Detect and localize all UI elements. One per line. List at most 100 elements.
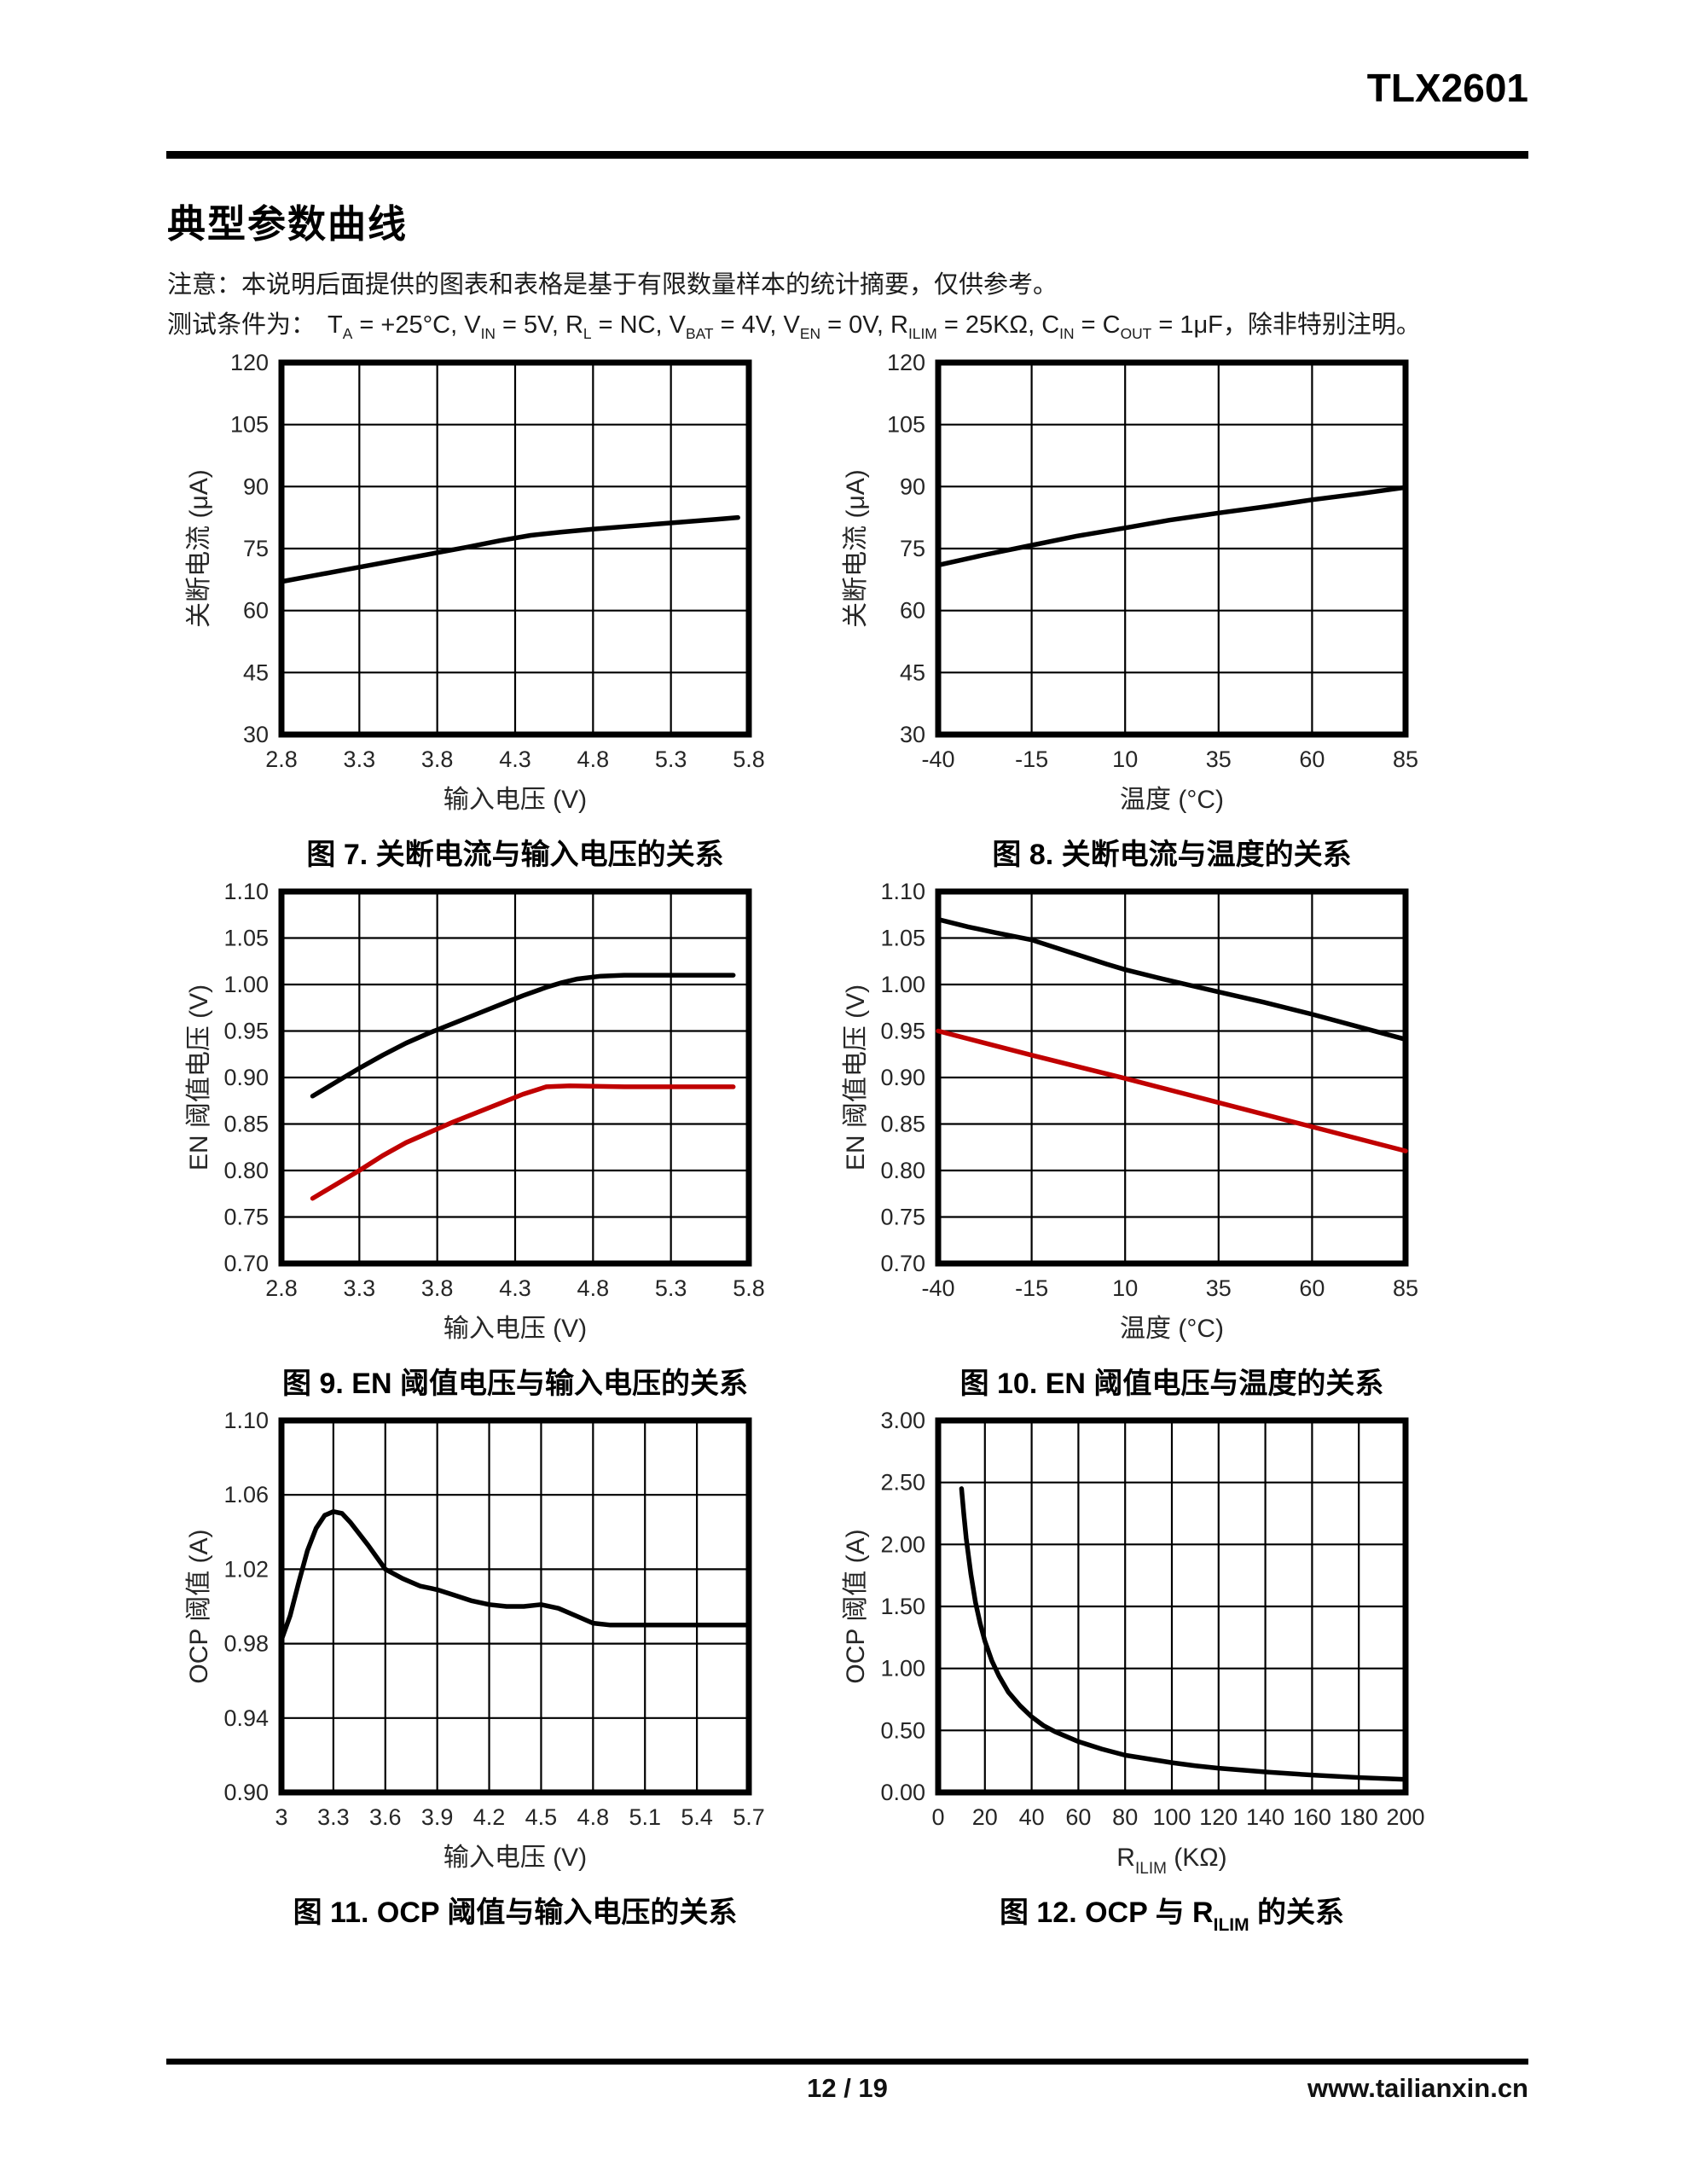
svg-text:0.70: 0.70	[880, 1251, 925, 1276]
svg-text:2.50: 2.50	[880, 1470, 925, 1496]
svg-text:85: 85	[1393, 1275, 1418, 1301]
svg-text:4.5: 4.5	[525, 1804, 558, 1830]
svg-text:3.8: 3.8	[421, 1275, 454, 1301]
x-axis-label: 温度 (°C)	[1120, 1315, 1224, 1343]
chart-caption-fig9: 图 9. EN 阈值电压与输入电压的关系	[282, 1368, 748, 1400]
y-tick-labels: 0.70 0.75 0.80 0.85 0.90 0.95 1.00 1.05 1.10	[223, 883, 269, 1276]
chart-fig10: -40 -15 10 35 60 85 0.70 0.75 0.80 0.85 0.90 0.95 1.…	[842, 883, 1418, 1400]
svg-text:80: 80	[1112, 1804, 1138, 1830]
svg-text:0.98: 0.98	[223, 1631, 269, 1657]
svg-text:60: 60	[1299, 746, 1325, 772]
svg-text:60: 60	[243, 598, 269, 624]
svg-text:105: 105	[230, 412, 269, 438]
svg-text:0.70: 0.70	[223, 1251, 269, 1276]
svg-text:160: 160	[1293, 1804, 1331, 1830]
svg-text:200: 200	[1386, 1804, 1424, 1830]
svg-text:0.80: 0.80	[223, 1158, 269, 1183]
svg-text:5.7: 5.7	[733, 1804, 765, 1830]
gridlines	[281, 363, 749, 735]
series-en-threshold-black	[936, 916, 1408, 1043]
svg-text:35: 35	[1206, 1275, 1232, 1301]
svg-text:0.90: 0.90	[880, 1065, 925, 1090]
conditions-text: = NC, V	[591, 311, 686, 339]
plot-border	[935, 359, 1409, 738]
svg-text:105: 105	[887, 412, 925, 438]
svg-text:45: 45	[243, 659, 269, 685]
conditions-text: = 4V, V	[713, 311, 800, 339]
svg-text:1.00: 1.00	[880, 972, 925, 997]
x-axis-label: 温度 (°C)	[1120, 786, 1224, 814]
svg-text:75: 75	[243, 536, 269, 561]
svg-text:5.3: 5.3	[655, 1275, 687, 1301]
svg-text:4.8: 4.8	[577, 1275, 610, 1301]
y-tick-labels: 0.70 0.75 0.80 0.85 0.90 0.95 1.00 1.05 1.10	[880, 883, 925, 1276]
svg-text:90: 90	[243, 473, 269, 499]
x-tick-labels: 2.8 3.3 3.8 4.3 4.8 5.3 5.8	[265, 1275, 765, 1301]
svg-text:10: 10	[1112, 746, 1138, 772]
conditions-text: = 25KΩ, C	[936, 311, 1060, 339]
plot-border	[935, 1417, 1409, 1796]
series-shutdown-current	[279, 514, 740, 584]
svg-text:-40: -40	[921, 1275, 954, 1301]
plot-border	[278, 888, 752, 1267]
conditions-subscript: OUT	[1120, 324, 1152, 342]
svg-text:90: 90	[900, 473, 925, 499]
conditions-text: = 0V, R	[820, 311, 908, 339]
gridlines	[281, 892, 749, 1263]
conditions-text: = C	[1074, 311, 1121, 339]
svg-text:3.8: 3.8	[421, 746, 454, 772]
svg-text:1.00: 1.00	[223, 972, 269, 997]
svg-text:2.8: 2.8	[265, 1275, 298, 1301]
series-ocp-vs-rilim	[959, 1486, 1408, 1782]
svg-text:45: 45	[900, 659, 925, 685]
plot-border	[935, 888, 1409, 1267]
svg-text:0.80: 0.80	[880, 1158, 925, 1183]
conditions-subscript: BAT	[686, 324, 714, 342]
svg-text:30: 30	[900, 722, 925, 747]
svg-text:3.9: 3.9	[421, 1804, 454, 1830]
svg-text:120: 120	[230, 354, 269, 375]
conditions-subscript: L	[583, 324, 592, 342]
chart-fig8: -40 -15 10 35 60 85 30 45 60 75 90 105 120 关断电流 (μA) 温…	[842, 354, 1418, 871]
conditions-text: = 1μF，除非特别注明。	[1151, 311, 1421, 339]
chart-caption-fig11: 图 11. OCP 阈值与输入电压的关系	[293, 1896, 738, 1929]
footer-rule	[166, 2059, 1528, 2065]
svg-text:0.00: 0.00	[880, 1780, 925, 1805]
svg-text:0.95: 0.95	[223, 1019, 269, 1044]
x-tick-labels: 3 3.3 3.6 3.9 4.2 4.5 4.8 5.1 5.4 5.7	[275, 1804, 764, 1830]
y-axis-label: OCP 阈值 (A)	[842, 1529, 870, 1683]
svg-text:75: 75	[900, 536, 925, 561]
note-text: 注意：本说明后面提供的图表和表格是基于有限数量样本的统计摘要，仅供参考。	[167, 271, 1058, 299]
svg-text:5.8: 5.8	[733, 1275, 765, 1301]
y-axis-label: 关断电流 (μA)	[185, 469, 213, 628]
chart-cell-fig8: -40 -15 10 35 60 85 30 45 60 75 90 105 120 关断电流 (μA) 温…	[840, 354, 1561, 883]
y-tick-labels: 30 45 60 75 90 105 120	[887, 354, 925, 747]
svg-text:40: 40	[1019, 1804, 1045, 1830]
svg-text:0.85: 0.85	[223, 1112, 269, 1137]
y-axis-label: EN 阈值电压 (V)	[185, 985, 213, 1170]
svg-text:60: 60	[900, 598, 925, 624]
y-axis-label: OCP 阈值 (A)	[185, 1529, 213, 1683]
svg-text:5.3: 5.3	[655, 746, 687, 772]
header-rule	[166, 151, 1528, 159]
conditions-subscript: A	[342, 324, 353, 342]
gridlines	[281, 1420, 749, 1792]
x-axis-label: 输入电压 (V)	[443, 1315, 587, 1343]
conditions-subscript: EN	[799, 324, 821, 342]
plot-border	[278, 1417, 752, 1796]
svg-text:1.50: 1.50	[880, 1594, 925, 1619]
svg-text:35: 35	[1206, 746, 1232, 772]
chart-cell-fig9: 2.8 3.3 3.8 4.3 4.8 5.3 5.8 0.70 0.75 0.80 0.85 0.9…	[119, 883, 840, 1412]
svg-text:120: 120	[887, 354, 925, 375]
svg-text:0.90: 0.90	[223, 1065, 269, 1090]
chart-fig7: 2.8 3.3 3.8 4.3 4.8 5.3 5.8 30 45 60 75 90 105 120 关断电…	[185, 354, 765, 871]
svg-text:-40: -40	[921, 746, 954, 772]
series-en-threshold-black	[310, 973, 736, 1099]
y-tick-labels: 30 45 60 75 90 105 120	[230, 354, 269, 747]
svg-text:0.85: 0.85	[880, 1112, 925, 1137]
svg-text:1.10: 1.10	[223, 1412, 269, 1433]
svg-text:20: 20	[972, 1804, 998, 1830]
svg-text:5.8: 5.8	[733, 746, 765, 772]
chart-caption-fig7: 图 7. 关断电流与输入电压的关系	[306, 839, 723, 871]
test-conditions: 测试条件为： TA = +25°C, VIN = 5V, RL = NC, VBA…	[167, 305, 1421, 343]
